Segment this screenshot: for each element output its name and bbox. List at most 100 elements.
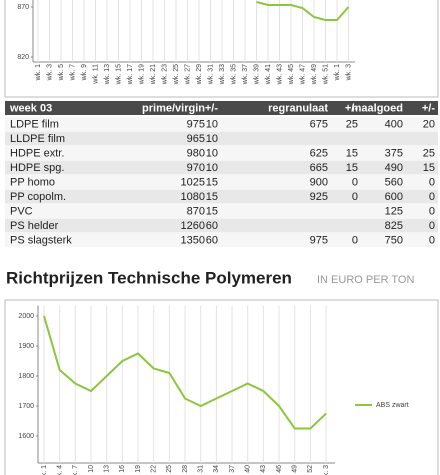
x-tick-label: wk. 52: [307, 465, 314, 475]
x-tick-label: wk. 7: [69, 64, 76, 81]
table-cell: PP copolm.: [10, 191, 66, 203]
header-cell: week 03: [9, 102, 52, 114]
legend-label: ABS zwart: [376, 402, 409, 409]
table-row: [5, 117, 438, 132]
table-cell: 0: [429, 176, 435, 188]
header-cell: +/-: [345, 102, 358, 114]
table-cell: LLDPE film: [10, 133, 65, 145]
table-cell: 1025: [181, 176, 205, 188]
table-cell: 10: [206, 133, 218, 145]
table-cell: 0: [429, 191, 435, 203]
table-row: [5, 146, 438, 161]
header-cell: +/-: [422, 102, 435, 114]
table-row: [5, 233, 438, 248]
table-cell: PS slagsterk: [10, 234, 72, 246]
price-table: week 03 prime/virgin +/- regranulaat +/-maal…: [5, 101, 438, 248]
x-tick-label: wk. 43: [260, 465, 267, 475]
header-cell: regranulaat: [268, 102, 328, 114]
table-cell: 0: [429, 234, 435, 246]
x-tick-label: wk. 47: [299, 64, 306, 85]
table-cell: 560: [385, 176, 403, 188]
x-tick-label: wk. 51: [322, 64, 329, 85]
x-tick-label: wk. 40: [245, 465, 252, 475]
x-tick-label: wk. 46: [276, 465, 283, 475]
table-cell: 25: [346, 118, 358, 130]
y-tick-label: 2000: [18, 313, 34, 320]
x-tick-label: wk. 16: [119, 465, 126, 475]
y-tick-label: 820: [17, 54, 29, 61]
x-tick-label: wk. 31: [207, 64, 214, 85]
x-tick-label: wk. 3: [323, 465, 330, 475]
x-tick-label: wk. 31: [198, 465, 205, 475]
table-cell: 375: [385, 147, 403, 159]
table-cell: 825: [385, 220, 403, 232]
table-row: [5, 218, 438, 233]
table-cell: 10: [206, 147, 218, 159]
table-cell: 490: [385, 162, 403, 174]
x-tick-label: wk. 37: [229, 465, 236, 475]
table-row: [5, 204, 438, 219]
y-tick-label: 1900: [18, 343, 34, 350]
x-tick-label: wk. 1: [35, 64, 42, 81]
table-row: [5, 160, 438, 175]
x-tick-label: wk. 17: [127, 64, 134, 85]
x-tick-label: wk. 25: [173, 64, 180, 85]
header-cell: +/-: [205, 102, 218, 114]
x-tick-label: wk. 27: [184, 64, 191, 85]
x-tick-label: wk. 45: [288, 64, 295, 85]
x-tick-label: wk. 25: [166, 465, 173, 475]
table-cell: 975: [187, 118, 205, 130]
table-row: [5, 175, 438, 190]
table-row: [5, 131, 438, 146]
table-cell: 60: [206, 234, 218, 246]
table-cell: 665: [310, 162, 328, 174]
table-cell: LDPE film: [10, 118, 59, 130]
table-cell: 750: [385, 234, 403, 246]
table-cell: 900: [310, 176, 328, 188]
table-cell: 15: [206, 205, 218, 217]
table-cell: 965: [187, 133, 205, 145]
x-tick-label: wk. 41: [265, 64, 272, 85]
x-tick-label: wk. 4: [57, 465, 64, 475]
x-tick-label: wk. 3: [46, 64, 53, 81]
heading-unit: IN EURO PER TON: [317, 274, 414, 286]
x-tick-label: wk. 33: [219, 64, 226, 85]
x-tick-label: wk. 43: [276, 64, 283, 85]
table-cell: 0: [352, 191, 358, 203]
table-cell: 25: [423, 147, 435, 159]
x-tick-label: wk. 13: [104, 64, 111, 85]
x-tick-label: wk. 28: [182, 465, 189, 475]
table-cell: 870: [187, 205, 205, 217]
x-tick-label: wk. 37: [242, 64, 249, 85]
y-tick-label: 1700: [18, 403, 34, 410]
header-row: [5, 101, 438, 115]
x-tick-label: wk. 23: [161, 64, 168, 85]
table-cell: 400: [385, 118, 403, 130]
table-cell: HDPE extr.: [10, 147, 64, 159]
table-cell: 1350: [181, 234, 205, 246]
table-cell: 0: [352, 234, 358, 246]
x-tick-label: wk. 7: [72, 465, 79, 475]
y-tick-label: 1600: [18, 433, 34, 440]
x-tick-label: wk. 39: [253, 64, 260, 85]
x-tick-label: wk. 13: [104, 465, 111, 475]
data-line: [256, 1, 350, 21]
x-tick-label: wk. 35: [230, 64, 237, 85]
y-tick-label: 870: [17, 4, 29, 11]
x-tick-label: wk. 11: [92, 64, 99, 85]
table-cell: 15: [346, 147, 358, 159]
table-cell: 15: [206, 191, 218, 203]
heading-title: Richtprijzen Technische Polymeren: [6, 268, 292, 287]
table-cell: 60: [206, 220, 218, 232]
top-chart: 820 870 wk. 1 wk. 3 wk. 5 wk. 7 wk. 9 wk. 11 wk.…: [17, 0, 355, 85]
x-tick-label: wk. 1: [334, 64, 341, 81]
x-tick-label: wk. 21: [150, 64, 157, 85]
table-cell: 15: [206, 176, 218, 188]
table-cell: 1260: [181, 220, 205, 232]
table-cell: 10: [206, 162, 218, 174]
table-cell: 925: [310, 191, 328, 203]
table-cell: 975: [310, 234, 328, 246]
table-cell: 0: [429, 205, 435, 217]
chart-frame: [4, 299, 439, 475]
